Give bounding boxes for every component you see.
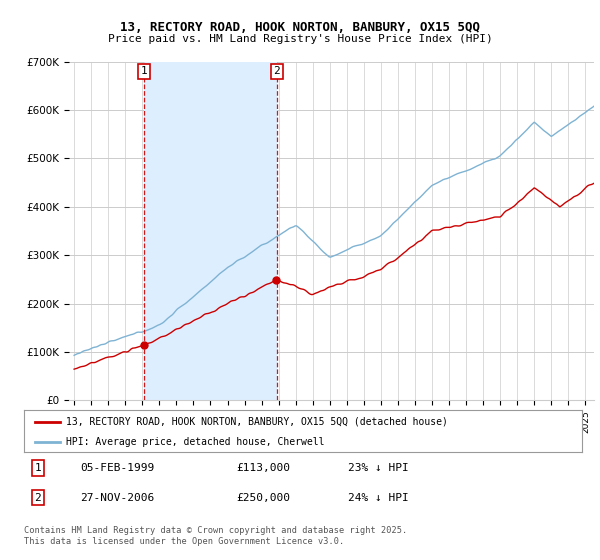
Text: Contains HM Land Registry data © Crown copyright and database right 2025.
This d: Contains HM Land Registry data © Crown c…: [24, 526, 407, 546]
Text: 24% ↓ HPI: 24% ↓ HPI: [347, 493, 409, 503]
Text: 2: 2: [35, 493, 41, 503]
Text: 27-NOV-2006: 27-NOV-2006: [80, 493, 154, 503]
Text: 2: 2: [274, 66, 280, 76]
Text: £250,000: £250,000: [236, 493, 290, 503]
Text: 23% ↓ HPI: 23% ↓ HPI: [347, 463, 409, 473]
Bar: [144, 62, 277, 400]
Text: 1: 1: [140, 66, 147, 76]
Text: £113,000: £113,000: [236, 463, 290, 473]
Text: 13, RECTORY ROAD, HOOK NORTON, BANBURY, OX15 5QQ: 13, RECTORY ROAD, HOOK NORTON, BANBURY, …: [120, 21, 480, 34]
Text: 05-FEB-1999: 05-FEB-1999: [80, 463, 154, 473]
Text: 1: 1: [35, 463, 41, 473]
Text: Price paid vs. HM Land Registry's House Price Index (HPI): Price paid vs. HM Land Registry's House …: [107, 34, 493, 44]
Text: 13, RECTORY ROAD, HOOK NORTON, BANBURY, OX15 5QQ (detached house): 13, RECTORY ROAD, HOOK NORTON, BANBURY, …: [66, 417, 448, 427]
Text: HPI: Average price, detached house, Cherwell: HPI: Average price, detached house, Cher…: [66, 437, 325, 447]
